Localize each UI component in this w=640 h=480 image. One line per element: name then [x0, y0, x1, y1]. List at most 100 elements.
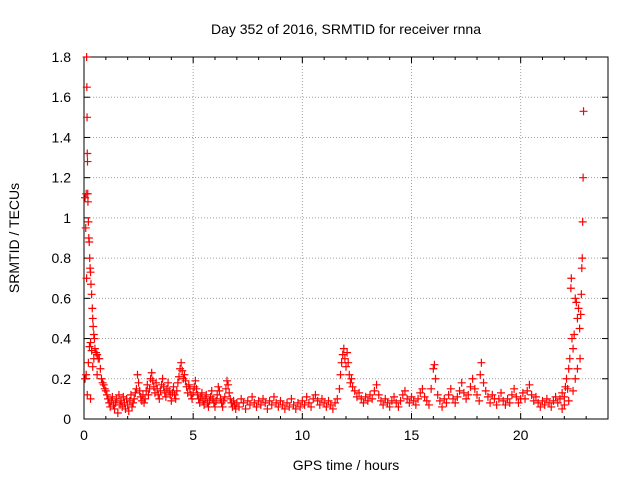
data-point	[85, 342, 94, 351]
data-point	[560, 392, 569, 401]
y-tick-label: 0.8	[52, 250, 72, 266]
data-point	[387, 396, 396, 405]
data-point	[573, 314, 582, 323]
data-point	[89, 330, 98, 339]
data-point	[355, 388, 364, 397]
data-point	[241, 404, 250, 413]
data-point	[272, 398, 281, 407]
data-point	[101, 386, 110, 395]
data-point	[505, 398, 514, 407]
x-tick-label: 20	[513, 427, 529, 443]
data-point	[567, 334, 576, 343]
data-point	[457, 378, 466, 387]
data-point	[178, 366, 187, 375]
data-point	[477, 358, 486, 367]
data-point	[352, 392, 361, 401]
data-point	[578, 254, 587, 263]
data-point	[82, 83, 91, 92]
data-point	[488, 390, 497, 399]
data-point	[107, 396, 116, 405]
chart-title: Day 352 of 2016, SRMTID for receiver rnn…	[211, 21, 481, 37]
data-point	[81, 223, 90, 232]
data-point	[383, 398, 392, 407]
data-point	[106, 402, 115, 411]
data-point	[121, 404, 130, 413]
data-point	[361, 392, 370, 401]
data-point	[141, 394, 150, 403]
data-point	[144, 390, 153, 399]
data-point	[394, 402, 403, 411]
data-point	[280, 404, 289, 413]
data-point	[147, 368, 156, 377]
data-point	[129, 398, 138, 407]
data-point	[218, 402, 227, 411]
data-point	[400, 386, 409, 395]
data-point	[88, 304, 97, 313]
data-point	[300, 400, 309, 409]
data-point	[120, 398, 129, 407]
y-tick-label: 0.4	[52, 331, 72, 347]
data-point	[512, 392, 521, 401]
data-point	[435, 396, 444, 405]
data-point	[545, 398, 554, 407]
data-point	[170, 390, 179, 399]
data-point	[167, 396, 176, 405]
data-point	[547, 402, 556, 411]
data-point	[551, 392, 560, 401]
data-point	[576, 354, 585, 363]
data-point	[315, 400, 324, 409]
data-point	[161, 392, 170, 401]
data-point	[154, 390, 163, 399]
data-point	[87, 346, 96, 355]
data-point	[82, 274, 91, 283]
data-point	[220, 392, 229, 401]
data-point	[339, 344, 348, 353]
data-point	[328, 404, 337, 413]
data-point	[201, 394, 210, 403]
data-point	[578, 217, 587, 226]
data-point	[125, 396, 134, 405]
data-point	[342, 362, 350, 371]
data-point	[221, 384, 230, 393]
data-point	[564, 396, 573, 405]
data-point	[492, 400, 501, 409]
data-point	[100, 384, 109, 393]
data-point	[336, 370, 345, 379]
data-point	[110, 404, 119, 413]
data-point	[418, 384, 427, 393]
data-point	[214, 382, 223, 391]
data-point	[195, 398, 204, 407]
data-point	[155, 394, 164, 403]
data-point	[433, 390, 442, 399]
data-point	[444, 390, 453, 399]
data-point	[216, 394, 225, 403]
data-point	[140, 398, 149, 407]
data-point	[473, 390, 481, 399]
data-point	[562, 374, 571, 383]
data-point	[98, 378, 107, 387]
data-point	[563, 384, 572, 393]
y-tick-label: 1.8	[52, 49, 72, 65]
data-point	[153, 384, 162, 393]
data-point	[243, 396, 252, 405]
data-point	[338, 350, 347, 359]
data-point	[565, 354, 574, 363]
data-point	[239, 398, 248, 407]
data-point	[287, 394, 296, 403]
y-tick-label: 1.6	[52, 89, 72, 105]
data-point	[455, 386, 464, 395]
data-point	[202, 390, 211, 399]
data-point	[276, 396, 285, 405]
data-point	[416, 388, 425, 397]
x-tick-label: 5	[189, 427, 197, 443]
data-point	[390, 392, 399, 401]
data-point	[83, 113, 92, 122]
data-point	[278, 400, 287, 409]
data-point	[263, 404, 272, 413]
data-point	[368, 394, 377, 403]
data-point	[560, 400, 569, 409]
data-point	[83, 189, 92, 198]
data-point	[396, 396, 405, 405]
data-point	[448, 394, 457, 403]
data-point	[291, 404, 300, 413]
